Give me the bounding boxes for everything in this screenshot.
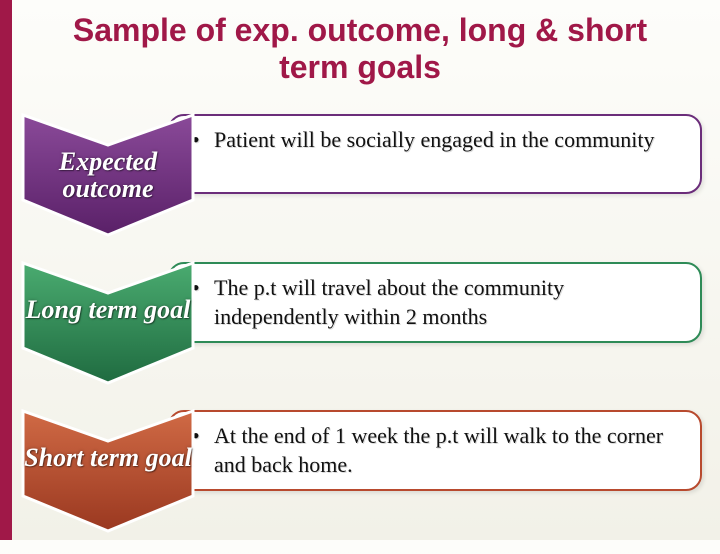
arrow-label: Short term goal [18, 444, 198, 471]
content-box: Patient will be socially engaged in the … [168, 114, 702, 194]
content-box: At the end of 1 week the p.t will walk t… [168, 410, 702, 491]
row-short-term-goal: At the end of 1 week the p.t will walk t… [18, 406, 702, 536]
chevron-arrow-icon: Long term goal [18, 258, 198, 388]
accent-bar [0, 0, 12, 540]
bullet-text: Patient will be socially engaged in the … [214, 126, 686, 155]
chevron-arrow-icon: Expected outcome [18, 110, 198, 240]
chevron-arrow-icon: Short term goal [18, 406, 198, 536]
arrow-label: Long term goal [18, 296, 198, 323]
bullet-text: At the end of 1 week the p.t will walk t… [214, 422, 686, 479]
slide-title: Sample of exp. outcome, long & short ter… [0, 0, 720, 94]
row-long-term-goal: The p.t will travel about the community … [18, 258, 702, 388]
rows-container: Patient will be socially engaged in the … [18, 110, 702, 554]
bullet-text: The p.t will travel about the community … [214, 274, 686, 331]
arrow-label: Expected outcome [18, 148, 198, 203]
row-expected-outcome: Patient will be socially engaged in the … [18, 110, 702, 240]
content-box: The p.t will travel about the community … [168, 262, 702, 343]
